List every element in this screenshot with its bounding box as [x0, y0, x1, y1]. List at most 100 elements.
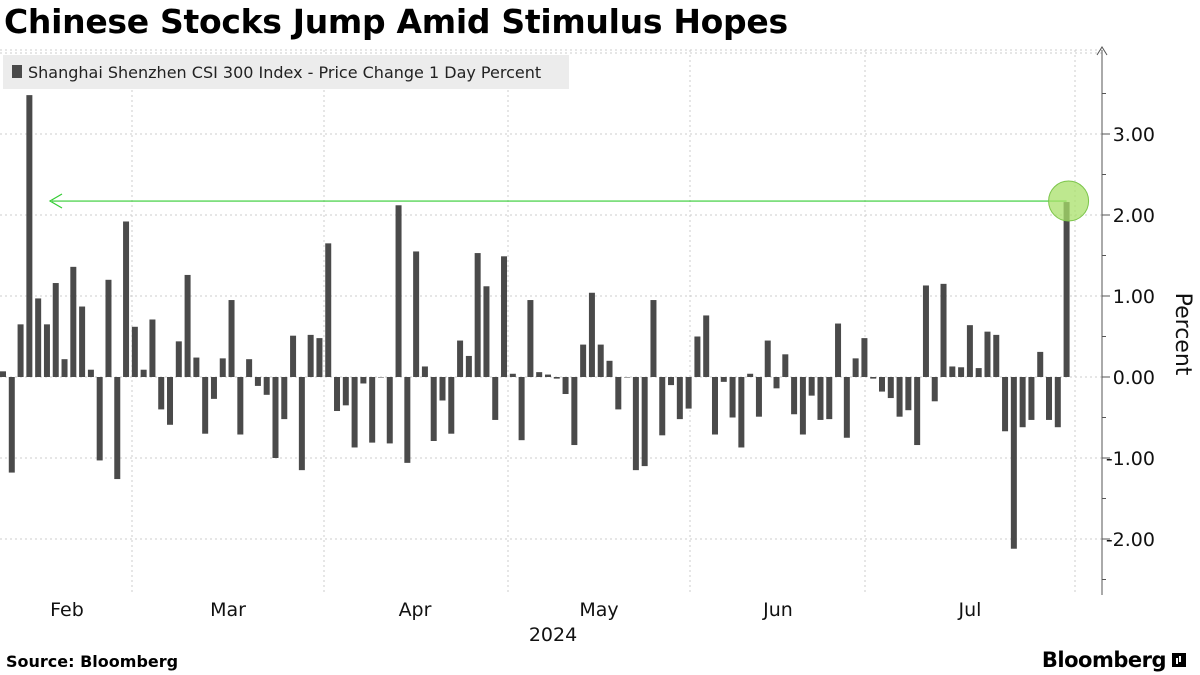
- bar: [755, 377, 762, 417]
- bar: [325, 243, 332, 377]
- y-tick-label: -2.00: [1106, 529, 1155, 551]
- annotation: [48, 180, 1090, 222]
- axes: [1096, 46, 1110, 595]
- bar: [307, 334, 314, 377]
- bar: [175, 341, 182, 377]
- y-tick-label: 3.00: [1113, 124, 1155, 146]
- bar: [316, 338, 323, 377]
- x-axis-year-label: 2024: [529, 624, 577, 646]
- bar: [501, 256, 508, 377]
- bar: [799, 377, 806, 435]
- bar: [263, 377, 270, 395]
- gridlines: [0, 49, 1102, 595]
- bar: [334, 377, 341, 412]
- bar: [703, 315, 710, 377]
- bar: [668, 377, 675, 386]
- bar: [254, 377, 261, 386]
- bar: [43, 324, 50, 377]
- bar: [70, 266, 77, 377]
- x-tick-label: Jul: [958, 599, 982, 621]
- bar: [237, 377, 244, 435]
- bar: [430, 377, 437, 441]
- bar: [808, 377, 815, 396]
- bar: [887, 377, 894, 399]
- bar: [465, 355, 472, 377]
- y-tick-label: -1.00: [1106, 448, 1155, 470]
- bar: [694, 336, 701, 377]
- bar: [826, 377, 833, 420]
- bar: [413, 251, 420, 377]
- bar: [483, 286, 490, 377]
- bar: [351, 377, 358, 448]
- bar: [1010, 377, 1017, 549]
- bar: [544, 374, 551, 377]
- bar: [404, 377, 411, 463]
- bar: [457, 340, 464, 377]
- bar: [509, 373, 516, 377]
- bar: [527, 300, 534, 377]
- x-axis-labels: Feb Mar Apr May Jun Jul: [50, 599, 981, 621]
- bar: [96, 377, 103, 461]
- bar: [228, 300, 235, 377]
- bar: [492, 377, 499, 420]
- bar: [105, 279, 112, 377]
- bar: [123, 221, 130, 377]
- legend-background: [3, 55, 569, 89]
- bar: [386, 377, 393, 444]
- bar: [246, 359, 253, 377]
- bar: [1002, 377, 1009, 432]
- bar: [993, 334, 1000, 377]
- bar: [738, 377, 745, 448]
- bar: [272, 377, 279, 458]
- bar: [922, 285, 929, 377]
- bar: [720, 377, 727, 382]
- bar: [193, 357, 200, 377]
- bar: [536, 372, 543, 377]
- legend-label: Shanghai Shenzhen CSI 300 Index - Price …: [28, 63, 541, 82]
- bar: [615, 377, 622, 410]
- bar: [448, 377, 455, 434]
- bar: [764, 340, 771, 377]
- bar: [747, 373, 754, 377]
- bar: [167, 377, 174, 425]
- bar: [1037, 351, 1044, 377]
- legend: Shanghai Shenzhen CSI 300 Index - Price …: [3, 55, 569, 89]
- bar: [966, 325, 973, 377]
- bar: [1054, 377, 1061, 428]
- bar: [369, 377, 376, 443]
- bar: [158, 377, 165, 410]
- bar: [861, 338, 868, 377]
- y-tick-label: 0.00: [1113, 367, 1155, 389]
- bar: [79, 306, 86, 377]
- bar: [184, 274, 191, 377]
- y-axis-labels: 3.00 2.00 1.00 0.00 -1.00 -2.00: [1106, 124, 1155, 551]
- bar: [342, 377, 349, 406]
- bar: [641, 377, 648, 467]
- bar: [26, 95, 33, 378]
- highlight-marker: [1048, 180, 1090, 222]
- bar: [219, 358, 226, 377]
- legend-swatch: [12, 65, 22, 78]
- bar: [984, 331, 991, 377]
- bar: [518, 377, 525, 441]
- bar: [421, 366, 428, 377]
- bar: [632, 377, 639, 471]
- x-tick-label: Feb: [50, 599, 84, 621]
- bar: [588, 292, 595, 377]
- bar: [1019, 377, 1026, 428]
- bar: [896, 377, 903, 417]
- y-tick-label: 1.00: [1113, 286, 1155, 308]
- bar: [87, 369, 94, 377]
- bar: [685, 377, 692, 409]
- arrow-head: [48, 193, 63, 209]
- chart-title: Chinese Stocks Jump Amid Stimulus Hopes: [4, 2, 788, 41]
- bar: [791, 377, 798, 415]
- x-tick-label: Mar: [210, 599, 246, 621]
- bar: [395, 205, 402, 377]
- bar: [52, 283, 59, 377]
- bar: [650, 300, 657, 377]
- bars: [0, 95, 1070, 549]
- brand-wordmark: Bloomberg: [1041, 648, 1167, 672]
- bar: [905, 377, 912, 411]
- bar: [975, 368, 982, 377]
